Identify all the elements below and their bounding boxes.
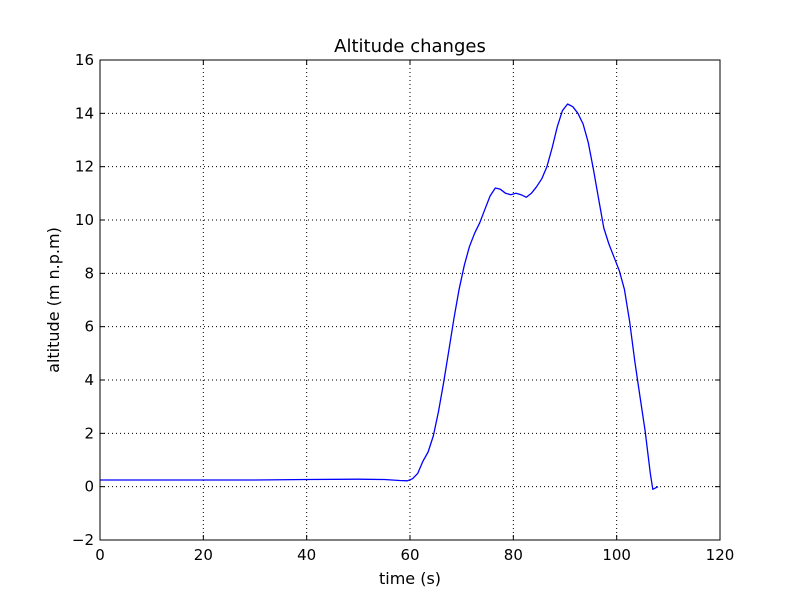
x-axis-label: time (s) [379,569,441,588]
y-tick-label: 0 [84,478,94,496]
x-tick-label: 80 [504,546,523,564]
grid [100,60,720,540]
x-tick-label: 60 [400,546,419,564]
y-tick-label: 16 [75,51,94,69]
chart-title: Altitude changes [334,36,486,57]
x-tick-label: 120 [706,546,735,564]
series-layer [100,103,659,490]
y-axis-label: altitude (m n.p.m) [44,227,63,373]
x-tick-label: 40 [297,546,316,564]
axis-ticks [99,59,721,541]
x-tick-label: 20 [194,546,213,564]
y-tick-label: 14 [75,104,94,122]
x-tick-label: 100 [602,546,631,564]
y-tick-labels: −2 0 2 4 6 8 10 12 14 16 [72,51,94,549]
y-tick-label: 10 [75,211,94,229]
y-tick-label: 4 [84,371,94,389]
x-tick-label: 0 [95,546,105,564]
y-tick-label: 2 [84,424,94,442]
altitude-line [100,103,659,490]
y-tick-label: 8 [84,264,94,282]
y-tick-label: 6 [84,318,94,336]
y-tick-label: 12 [75,158,94,176]
y-tick-label: −2 [72,531,94,549]
x-tick-labels: 0 20 40 60 80 100 120 [95,546,734,564]
